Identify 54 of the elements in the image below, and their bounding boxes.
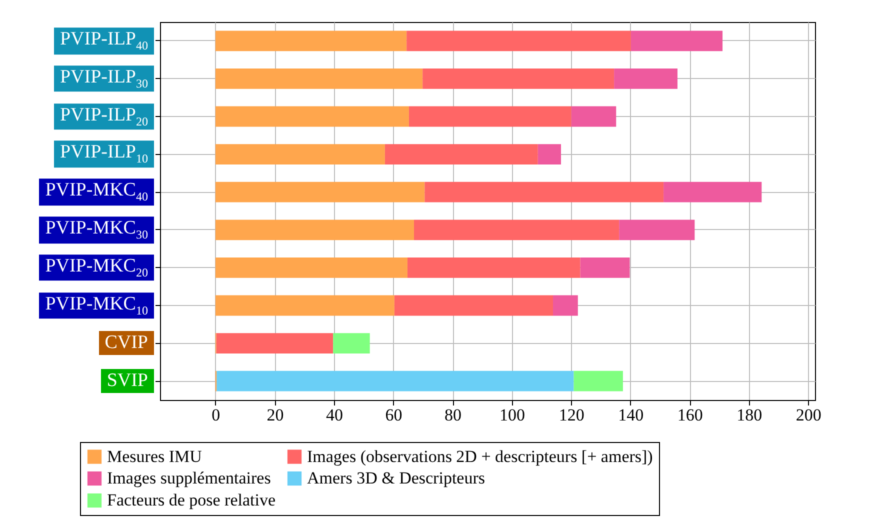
x-tick-label: 180 — [736, 406, 762, 424]
bar — [664, 182, 762, 202]
y-tick-label: PVIP-ILP$_{10}$ — [54, 140, 154, 168]
x-tick-label: 20 — [266, 406, 284, 424]
bar — [215, 144, 385, 165]
x-tick-label: 60 — [385, 406, 402, 424]
bar — [407, 257, 580, 278]
bar — [216, 370, 574, 392]
y-tick-label: PVIP-MKC$_{30}$ — [39, 216, 154, 244]
bar — [614, 68, 678, 89]
bar — [215, 257, 408, 278]
bar — [630, 30, 723, 52]
legend-label: Images supplémentaires — [107, 468, 271, 488]
bar — [619, 220, 695, 240]
x-tick-label: 100 — [500, 406, 526, 424]
x-tick-label: 40 — [326, 406, 343, 424]
bar — [424, 182, 664, 202]
x-tick-label: 80 — [444, 406, 462, 424]
bar — [580, 257, 630, 278]
bar — [215, 182, 425, 202]
y-tick-label: SVIP — [100, 369, 154, 394]
bar — [571, 106, 616, 127]
x-tick-label: 120 — [558, 406, 584, 424]
y-tick-label: PVIP-ILP$_{20}$ — [54, 103, 154, 130]
y-tick-label: PVIP-MKC$_{40}$ — [39, 178, 154, 206]
x-tick-label: 160 — [677, 406, 703, 424]
x-tick-label: 200 — [796, 406, 822, 424]
bar — [538, 144, 561, 165]
bar — [574, 370, 623, 392]
bar — [215, 220, 414, 240]
y-tick-label: PVIP-ILP$_{40}$ — [54, 27, 154, 54]
bar — [422, 68, 614, 89]
y-tick-label: PVIP-MKC$_{20}$ — [39, 254, 154, 282]
legend-label: Facteurs de pose relative — [107, 490, 276, 510]
legend-label: Amers 3D & Descripteurs — [307, 468, 485, 488]
bar — [333, 333, 370, 354]
y-tick-label: PVIP-MKC$_{10}$ — [39, 292, 154, 319]
bar — [215, 30, 407, 52]
bar — [406, 30, 631, 52]
bar — [553, 295, 578, 316]
bar — [216, 333, 334, 354]
bar — [394, 295, 553, 316]
bar — [408, 106, 572, 127]
y-tick-label: CVIP — [98, 331, 154, 356]
bar — [384, 144, 538, 165]
x-tick-label: 140 — [618, 406, 644, 424]
bar — [215, 68, 423, 89]
y-tick-label: PVIP-ILP$_{30}$ — [54, 65, 154, 92]
legend-label: Mesures IMU — [107, 446, 202, 466]
bar — [215, 106, 409, 127]
x-tick-label: 0 — [212, 406, 220, 424]
bar — [215, 295, 394, 316]
bar — [414, 220, 620, 240]
legend-label: Images (observations 2D + descripteurs [+ amers]) — [307, 446, 653, 466]
